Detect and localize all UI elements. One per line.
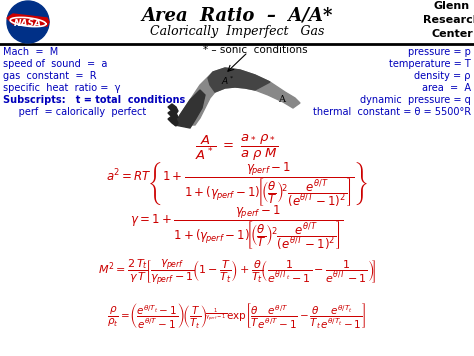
Text: dynamic  pressure = q: dynamic pressure = q bbox=[360, 95, 471, 105]
Text: Glenn
Research
Center: Glenn Research Center bbox=[423, 1, 474, 39]
Text: specific  heat  ratio =  γ: specific heat ratio = γ bbox=[3, 83, 120, 93]
Text: temperature = T: temperature = T bbox=[389, 59, 471, 69]
Text: $\gamma = 1+\dfrac{\gamma_{\!perf}-1}{1+(\gamma_{\!perf}-1)\!\left[\!\left(\dfra: $\gamma = 1+\dfrac{\gamma_{\!perf}-1}{1+… bbox=[130, 204, 344, 252]
Polygon shape bbox=[168, 116, 178, 126]
Text: $\dfrac{\rho}{\rho_t}=\!\left(\dfrac{e^{\theta/T_t}-1}{e^{\theta/T}-1}\right)\!\: $\dfrac{\rho}{\rho_t}=\!\left(\dfrac{e^{… bbox=[107, 302, 367, 330]
Text: perf  = calorically  perfect: perf = calorically perfect bbox=[3, 107, 146, 117]
Text: $\dfrac{A}{A^*}\ =\ \dfrac{a_*\,\rho_*}{a\;\rho\;M}$: $\dfrac{A}{A^*}\ =\ \dfrac{a_*\,\rho_*}{… bbox=[195, 133, 279, 163]
Polygon shape bbox=[175, 68, 300, 125]
Text: $M^2 = \dfrac{2\,T_t}{\gamma\,T}\!\left[\dfrac{\gamma_{\!perf}}{\gamma_{\!perf}-: $M^2 = \dfrac{2\,T_t}{\gamma\,T}\!\left[… bbox=[98, 257, 376, 287]
Text: gas  constant  =  R: gas constant = R bbox=[3, 71, 97, 81]
Text: Mach  =  M: Mach = M bbox=[3, 47, 58, 57]
Polygon shape bbox=[168, 110, 178, 120]
Text: Calorically  Imperfect   Gas: Calorically Imperfect Gas bbox=[150, 25, 324, 37]
Text: * – sonic  conditions: * – sonic conditions bbox=[203, 45, 307, 55]
Text: A: A bbox=[279, 95, 285, 105]
Polygon shape bbox=[168, 104, 178, 114]
Text: area  =  A: area = A bbox=[422, 83, 471, 93]
Polygon shape bbox=[175, 90, 205, 128]
Text: density = ρ: density = ρ bbox=[414, 71, 471, 81]
Text: NASA: NASA bbox=[14, 19, 42, 27]
Text: pressure = p: pressure = p bbox=[408, 47, 471, 57]
Circle shape bbox=[7, 1, 49, 43]
Text: Subscripts:   t = total  conditions: Subscripts: t = total conditions bbox=[3, 95, 185, 105]
Polygon shape bbox=[208, 68, 270, 92]
Text: Area  Ratio  –  A/A*: Area Ratio – A/A* bbox=[141, 7, 333, 25]
Polygon shape bbox=[7, 14, 49, 26]
Text: $A^*$: $A^*$ bbox=[221, 75, 235, 87]
Text: speed of  sound  =  a: speed of sound = a bbox=[3, 59, 108, 69]
Text: $a^2 = RT\!\left\{1+\dfrac{\gamma_{\!perf}-1}{1+(\gamma_{\!perf}-1)\!\left[\!\le: $a^2 = RT\!\left\{1+\dfrac{\gamma_{\!per… bbox=[106, 161, 368, 209]
Text: thermal  constant = θ = 5500°R: thermal constant = θ = 5500°R bbox=[313, 107, 471, 117]
